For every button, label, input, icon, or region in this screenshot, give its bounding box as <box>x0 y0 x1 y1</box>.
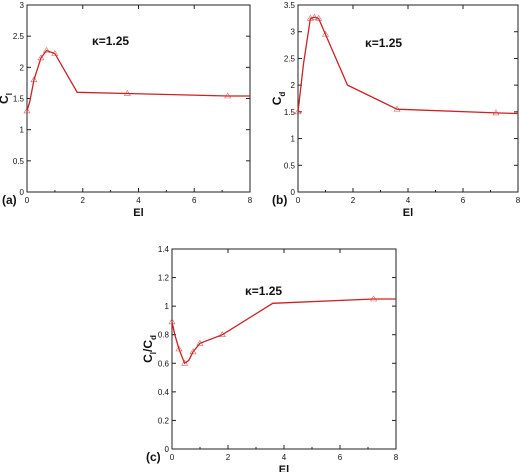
y-tick-label: 0 <box>165 445 170 454</box>
data-point-marker <box>23 107 31 114</box>
x-axis-label: El <box>403 207 413 219</box>
data-point-marker <box>315 14 323 21</box>
x-tick-label: 2 <box>81 196 86 205</box>
y-tick-label: 0.2 <box>158 416 170 425</box>
y-axis-label: Cd <box>270 92 287 106</box>
y-tick-label: 3.5 <box>284 1 296 10</box>
x-tick-label: 6 <box>461 196 466 205</box>
x-tick-label: 2 <box>351 196 356 205</box>
data-point-marker <box>30 76 38 83</box>
data-point-marker <box>42 46 51 53</box>
data-point-marker <box>370 295 378 302</box>
kappa-annotation: κ=1.25 <box>365 36 402 50</box>
x-axis-label: El <box>279 464 289 472</box>
x-tick-label: 0 <box>170 453 175 462</box>
x-axis-label: El <box>133 207 143 219</box>
y-tick-label: 0.8 <box>158 331 170 340</box>
y-tick-label: 1 <box>20 126 25 135</box>
data-point-marker <box>51 50 59 56</box>
data-point-marker <box>123 89 131 96</box>
y-tick-label: 1.5 <box>284 108 296 117</box>
data-point-marker <box>310 13 319 20</box>
panel-label: (c) <box>146 450 161 464</box>
y-tick-label: 0.6 <box>158 359 170 368</box>
plot-frame <box>26 4 251 193</box>
data-point-marker <box>306 14 314 21</box>
y-tick-label: 3 <box>291 28 296 37</box>
y-tick-label: 1.2 <box>158 274 170 283</box>
data-point-marker <box>37 54 45 61</box>
y-tick-label: 0.4 <box>158 388 170 397</box>
kappa-annotation: κ=1.25 <box>92 34 129 48</box>
chart-panel-2: 0 2 4 6 8 0 0.5 1 1.5 2 2.5 3 3.5 κ=1.25 El (b) Cd <box>270 1 520 219</box>
series-line <box>171 298 396 365</box>
data-point-marker <box>181 359 189 366</box>
series-line <box>26 49 250 112</box>
plot-frame <box>297 4 519 193</box>
x-tick-label: 4 <box>406 196 411 205</box>
x-tick-label: 8 <box>516 196 520 205</box>
chart-panel-1: 0 2 4 6 8 0 0.5 1 1.5 2 2.5 3 κ=1.25 El (a) Cl <box>0 1 253 219</box>
panel-label: (b) <box>272 193 287 207</box>
data-point-marker <box>321 30 330 37</box>
data-point-marker <box>492 109 500 116</box>
panel-label: (a) <box>2 193 17 207</box>
x-tick-label: 0 <box>25 196 30 205</box>
x-tick-label: 4 <box>136 196 141 205</box>
y-tick-label: 2.5 <box>284 54 296 63</box>
data-point-marker <box>218 331 226 338</box>
y-tick-label: 0 <box>20 188 25 197</box>
x-tick-label: 4 <box>282 453 287 462</box>
x-tick-label: 6 <box>192 196 197 205</box>
series-line <box>297 16 519 115</box>
data-point-marker <box>224 92 232 99</box>
x-tick-label: 8 <box>394 453 399 462</box>
chart-panel-3: 0 2 4 6 8 0 0.2 0.4 0.6 0.8 1 1.2 1.4 κ=1.25 El (c) Cl/C… <box>141 245 399 472</box>
data-point-marker <box>393 105 401 112</box>
data-point-marker <box>175 345 183 352</box>
y-tick-label: 2 <box>291 81 296 90</box>
data-point-marker <box>294 108 302 115</box>
x-tick-label: 8 <box>248 196 253 205</box>
y-axis-label: Cl/Cd <box>141 335 158 363</box>
y-tick-label: 0.5 <box>13 157 25 166</box>
y-tick-label: 1.5 <box>13 95 25 104</box>
x-tick-label: 6 <box>338 453 343 462</box>
y-tick-label: 1.4 <box>158 245 170 254</box>
data-point-marker <box>189 348 197 355</box>
y-axis-label: Cl <box>0 93 14 104</box>
y-tick-label: 1 <box>291 135 296 144</box>
y-tick-label: 0 <box>291 188 296 197</box>
data-point-marker <box>196 339 204 346</box>
y-tick-label: 0.5 <box>284 161 296 170</box>
kappa-annotation: κ=1.25 <box>245 284 282 298</box>
y-tick-label: 2 <box>20 63 25 72</box>
data-point-marker <box>168 318 176 325</box>
x-tick-label: 0 <box>296 196 301 205</box>
y-tick-label: 2.5 <box>13 32 25 41</box>
x-tick-label: 2 <box>226 453 231 462</box>
y-tick-label: 3 <box>20 1 25 10</box>
y-tick-label: 1 <box>165 302 170 311</box>
plot-frame <box>171 248 397 450</box>
